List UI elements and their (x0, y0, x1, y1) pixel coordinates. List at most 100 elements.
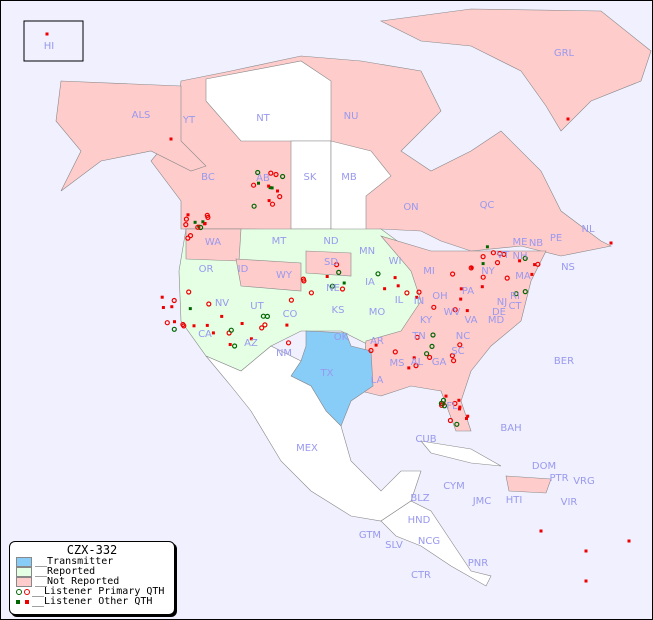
listener-other-qth-marker (458, 407, 461, 411)
region-label-tn: TN (411, 331, 426, 342)
swatch-transmitter (16, 557, 32, 567)
region-sk (290, 140, 332, 230)
listener-primary-qth-marker (501, 251, 507, 257)
legend-not-reported: __Not Reported (10, 577, 174, 587)
legend-label: __Transmitter (35, 556, 114, 567)
region-label-on: ON (403, 202, 418, 213)
region-label-mi: MI (423, 266, 435, 277)
listener-other-qth-marker (201, 220, 205, 224)
region-label-mo: MO (369, 307, 386, 318)
region-label-hti: HTI (506, 495, 523, 506)
listener-other-qth-marker (240, 322, 244, 325)
listener-primary-qth-marker (447, 417, 453, 424)
region-label-ia: IA (365, 277, 375, 288)
region-label-ct: CT (508, 301, 522, 312)
region-label-la: LA (371, 375, 384, 386)
listener-other-qth-marker (584, 549, 588, 553)
listener-other-qth-marker (228, 343, 232, 346)
region-label-wy: WY (276, 270, 293, 281)
listener-primary-qth-marker (441, 403, 447, 409)
listener-other-qth-marker (627, 539, 631, 543)
listener-primary-qth-marker (494, 260, 501, 266)
listener-primary-qth-marker (413, 363, 419, 369)
listener-primary-qth-marker (416, 289, 422, 295)
listener-primary-qth-marker (430, 332, 436, 338)
listener-other-qth-marker (393, 276, 397, 280)
listener-primary-qth-marker (255, 169, 261, 176)
listener-other-qth-marker (173, 320, 176, 324)
region-label-ky: KY (420, 315, 433, 326)
region-label-wa: WA (205, 237, 221, 248)
region-label-bah: BAH (500, 423, 521, 434)
legend-other-qth: __Listener Other QTH (10, 597, 174, 607)
listener-primary-qth-marker (164, 320, 170, 326)
region-label-nc: NC (456, 331, 470, 342)
listener-other-qth-marker (270, 186, 274, 190)
region-label-id: ID (238, 264, 249, 275)
region-label-blz: BLZ (410, 493, 429, 504)
region-label-il: IL (395, 295, 404, 306)
region-label-nh: NH (513, 251, 528, 262)
region-label-pa: PA (462, 286, 474, 297)
listener-primary-qth-marker (513, 291, 519, 297)
region-mexico (205, 345, 422, 522)
legend: CZX-332 __Transmitter __Reported __Not R… (9, 541, 175, 615)
listener-other-qth-marker (407, 366, 411, 370)
listener-primary-qth-marker (450, 271, 456, 277)
region-greenland (379, 8, 652, 132)
listener-other-qth-marker (609, 241, 613, 245)
listener-primary-qth-marker (454, 421, 460, 427)
listener-primary-qth-marker (414, 334, 420, 340)
listener-other-qth-marker (170, 305, 174, 309)
listener-primary-qth-marker (429, 343, 435, 349)
region-label-ms: MS (390, 358, 405, 369)
listener-other-qth-marker (249, 337, 253, 341)
listener-primary-qth-marker (452, 307, 458, 313)
listener-other-qth-marker (444, 394, 448, 398)
listener-other-qth-marker (342, 281, 346, 285)
listener-other-qth-marker (480, 285, 484, 289)
listener-other-qth-marker (584, 579, 588, 583)
region-label-mb: MB (341, 172, 357, 183)
listener-primary-qth-marker (522, 289, 528, 295)
listener-other-qth-marker (160, 295, 164, 299)
listener-primary-qth-marker (269, 201, 276, 207)
region-label-nu: NU (344, 111, 359, 122)
listener-primary-qth-marker (440, 397, 447, 403)
region-label-yt: YT (182, 115, 196, 126)
region-label-al: AL (411, 357, 424, 368)
listener-other-qth-marker (485, 245, 489, 249)
region-label-tx: TX (320, 368, 334, 379)
listener-other-qth-marker (285, 323, 289, 327)
listener-primary-qth-marker (183, 222, 189, 228)
listener-other-qth-marker (459, 287, 463, 291)
region-label-hi: HI (44, 41, 54, 52)
listener-primary-qth-marker (427, 354, 433, 360)
listener-other-qth-marker (518, 259, 522, 263)
region-label-nl: NL (581, 224, 594, 235)
listener-primary-qth-marker (480, 274, 486, 280)
region-label-or: OR (199, 264, 214, 275)
listener-primary-qth-marker (449, 353, 455, 359)
listener-other-qth-marker (267, 199, 271, 203)
region-label-cym: CYM (443, 481, 465, 492)
region-label-hnd: HND (408, 515, 431, 526)
legend-primary-qth: __Listener Primary QTH (10, 587, 174, 597)
region-label-slv: SLV (385, 540, 403, 551)
region-label-ab: AB (256, 173, 270, 184)
listener-primary-qth-marker (183, 216, 189, 222)
listener-other-qth-marker (192, 324, 196, 328)
listener-other-qth-marker (530, 272, 534, 276)
listener-other-qth-marker (188, 307, 192, 311)
legend-title: CZX-332 (66, 543, 118, 557)
listener-other-qth-marker (276, 189, 279, 193)
listener-other-qth-marker (383, 287, 387, 291)
region-label-oh: OH (432, 291, 447, 302)
region-label-sd: SD (324, 257, 338, 268)
region-label-wi: WI (389, 256, 402, 267)
region-label-sc: SC (451, 346, 464, 357)
listener-primary-qth-marker (452, 400, 458, 407)
listener-other-qth-marker (465, 417, 468, 420)
region-label-ar: AR (370, 336, 384, 347)
listener-other-qth-marker (539, 529, 543, 533)
